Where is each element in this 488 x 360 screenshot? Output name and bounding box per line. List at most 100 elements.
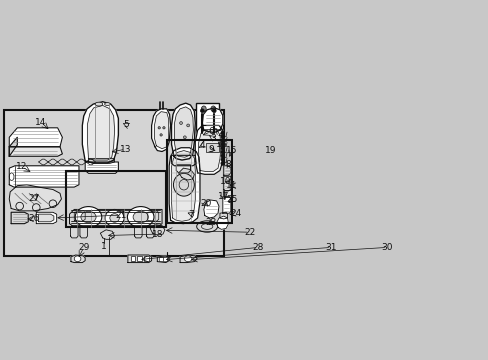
Ellipse shape xyxy=(221,131,224,135)
Polygon shape xyxy=(157,256,169,262)
Text: 15: 15 xyxy=(225,145,237,154)
Text: 1: 1 xyxy=(101,242,107,251)
Ellipse shape xyxy=(186,124,189,127)
Ellipse shape xyxy=(110,214,119,222)
Polygon shape xyxy=(39,159,48,165)
Text: 22: 22 xyxy=(244,228,255,237)
Ellipse shape xyxy=(221,139,224,143)
Polygon shape xyxy=(82,102,118,163)
Polygon shape xyxy=(174,107,193,157)
Text: 21: 21 xyxy=(115,211,126,220)
Polygon shape xyxy=(39,214,54,222)
Ellipse shape xyxy=(221,154,224,158)
Polygon shape xyxy=(69,210,162,226)
Bar xyxy=(163,257,167,261)
Ellipse shape xyxy=(221,158,224,162)
Polygon shape xyxy=(203,200,219,218)
Polygon shape xyxy=(146,226,154,238)
Text: 3: 3 xyxy=(210,134,216,143)
Polygon shape xyxy=(195,125,224,174)
Ellipse shape xyxy=(160,134,162,136)
Polygon shape xyxy=(180,255,197,262)
Polygon shape xyxy=(223,197,230,213)
Polygon shape xyxy=(85,162,118,174)
Polygon shape xyxy=(80,226,87,238)
Text: 14: 14 xyxy=(35,118,47,127)
Bar xyxy=(4,110,224,256)
Text: 31: 31 xyxy=(325,243,337,252)
Ellipse shape xyxy=(201,106,206,112)
Ellipse shape xyxy=(210,106,215,112)
Ellipse shape xyxy=(105,210,124,226)
Text: 10: 10 xyxy=(220,177,231,186)
Polygon shape xyxy=(9,147,62,156)
Text: 19: 19 xyxy=(264,146,275,155)
Ellipse shape xyxy=(179,122,182,125)
Polygon shape xyxy=(198,130,221,171)
Ellipse shape xyxy=(74,256,81,262)
Polygon shape xyxy=(169,148,200,224)
Text: 27: 27 xyxy=(28,194,40,203)
Polygon shape xyxy=(224,166,230,175)
Bar xyxy=(130,256,135,261)
Text: 23: 23 xyxy=(205,218,217,227)
Polygon shape xyxy=(216,216,228,229)
Ellipse shape xyxy=(133,211,148,223)
Text: 2: 2 xyxy=(217,129,223,138)
Ellipse shape xyxy=(81,211,96,223)
Text: 11: 11 xyxy=(225,181,237,190)
Polygon shape xyxy=(151,109,170,152)
Ellipse shape xyxy=(184,256,192,262)
Polygon shape xyxy=(9,185,61,211)
Bar xyxy=(166,140,232,223)
Polygon shape xyxy=(171,150,195,221)
Ellipse shape xyxy=(221,162,224,165)
Polygon shape xyxy=(77,159,86,165)
Bar xyxy=(137,256,142,261)
Ellipse shape xyxy=(212,109,216,113)
Polygon shape xyxy=(176,165,190,173)
Text: 28: 28 xyxy=(252,243,264,252)
Text: 5: 5 xyxy=(123,121,129,130)
Bar xyxy=(196,103,219,132)
Bar xyxy=(205,143,219,152)
Polygon shape xyxy=(147,211,159,221)
Bar xyxy=(144,256,148,261)
Text: 8: 8 xyxy=(225,160,231,169)
Polygon shape xyxy=(154,112,168,149)
Polygon shape xyxy=(87,105,114,160)
Polygon shape xyxy=(88,159,114,163)
Text: 26: 26 xyxy=(28,215,40,224)
Text: 4: 4 xyxy=(199,141,204,150)
Polygon shape xyxy=(178,168,194,180)
Ellipse shape xyxy=(221,135,224,139)
Polygon shape xyxy=(86,159,96,165)
Ellipse shape xyxy=(200,109,204,113)
Ellipse shape xyxy=(158,127,160,129)
Ellipse shape xyxy=(221,146,224,150)
Polygon shape xyxy=(224,190,230,197)
Bar xyxy=(159,257,162,261)
Ellipse shape xyxy=(221,150,224,154)
Ellipse shape xyxy=(104,103,110,105)
Polygon shape xyxy=(224,176,230,191)
Text: 16: 16 xyxy=(215,140,226,149)
Ellipse shape xyxy=(95,102,102,106)
Polygon shape xyxy=(202,108,223,132)
Ellipse shape xyxy=(127,207,154,228)
Text: 17: 17 xyxy=(218,192,229,201)
Text: 30: 30 xyxy=(381,243,392,252)
Polygon shape xyxy=(171,155,196,166)
Ellipse shape xyxy=(163,127,165,129)
Text: 6: 6 xyxy=(207,127,213,136)
Ellipse shape xyxy=(75,207,102,228)
Polygon shape xyxy=(67,159,77,165)
Bar xyxy=(66,171,165,226)
Text: 12: 12 xyxy=(16,162,28,171)
Polygon shape xyxy=(11,212,28,224)
Polygon shape xyxy=(74,211,85,221)
Text: 13: 13 xyxy=(120,145,131,154)
Polygon shape xyxy=(150,225,164,235)
Polygon shape xyxy=(9,166,79,187)
Text: 24: 24 xyxy=(230,209,241,218)
